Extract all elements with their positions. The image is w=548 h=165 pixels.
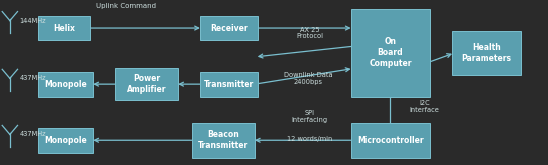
Text: 144MHz: 144MHz: [20, 18, 47, 24]
Text: On
Board
Computer: On Board Computer: [369, 37, 412, 68]
Text: Downlink Data
2400bps: Downlink Data 2400bps: [284, 72, 332, 85]
Text: Health
Parameters: Health Parameters: [461, 43, 511, 63]
Text: 437MHz: 437MHz: [20, 75, 47, 81]
FancyBboxPatch shape: [351, 9, 430, 97]
Text: 437MHz: 437MHz: [20, 132, 47, 137]
Text: SPI
Interfacing: SPI Interfacing: [292, 110, 328, 123]
Text: AX 25
Protocol: AX 25 Protocol: [296, 27, 323, 39]
FancyBboxPatch shape: [38, 128, 93, 153]
FancyBboxPatch shape: [115, 68, 178, 100]
FancyBboxPatch shape: [192, 123, 255, 158]
Text: Monopole: Monopole: [44, 136, 87, 145]
Text: Transmitter: Transmitter: [204, 80, 254, 89]
FancyBboxPatch shape: [38, 72, 93, 97]
Text: Microcontroller: Microcontroller: [357, 136, 424, 145]
Text: Power
Amplifier: Power Amplifier: [127, 74, 167, 94]
FancyBboxPatch shape: [200, 16, 258, 40]
Text: Helix: Helix: [54, 24, 75, 33]
Text: Uplink Command: Uplink Command: [96, 3, 156, 9]
Text: I2C
Interface: I2C Interface: [410, 100, 439, 113]
FancyBboxPatch shape: [452, 31, 521, 75]
FancyBboxPatch shape: [351, 123, 430, 158]
Text: 12 words/min: 12 words/min: [287, 136, 332, 142]
FancyBboxPatch shape: [200, 72, 258, 97]
Text: Beacon
Transmitter: Beacon Transmitter: [198, 130, 248, 150]
FancyBboxPatch shape: [38, 16, 90, 40]
Text: Receiver: Receiver: [210, 24, 248, 33]
Text: Monopole: Monopole: [44, 80, 87, 89]
